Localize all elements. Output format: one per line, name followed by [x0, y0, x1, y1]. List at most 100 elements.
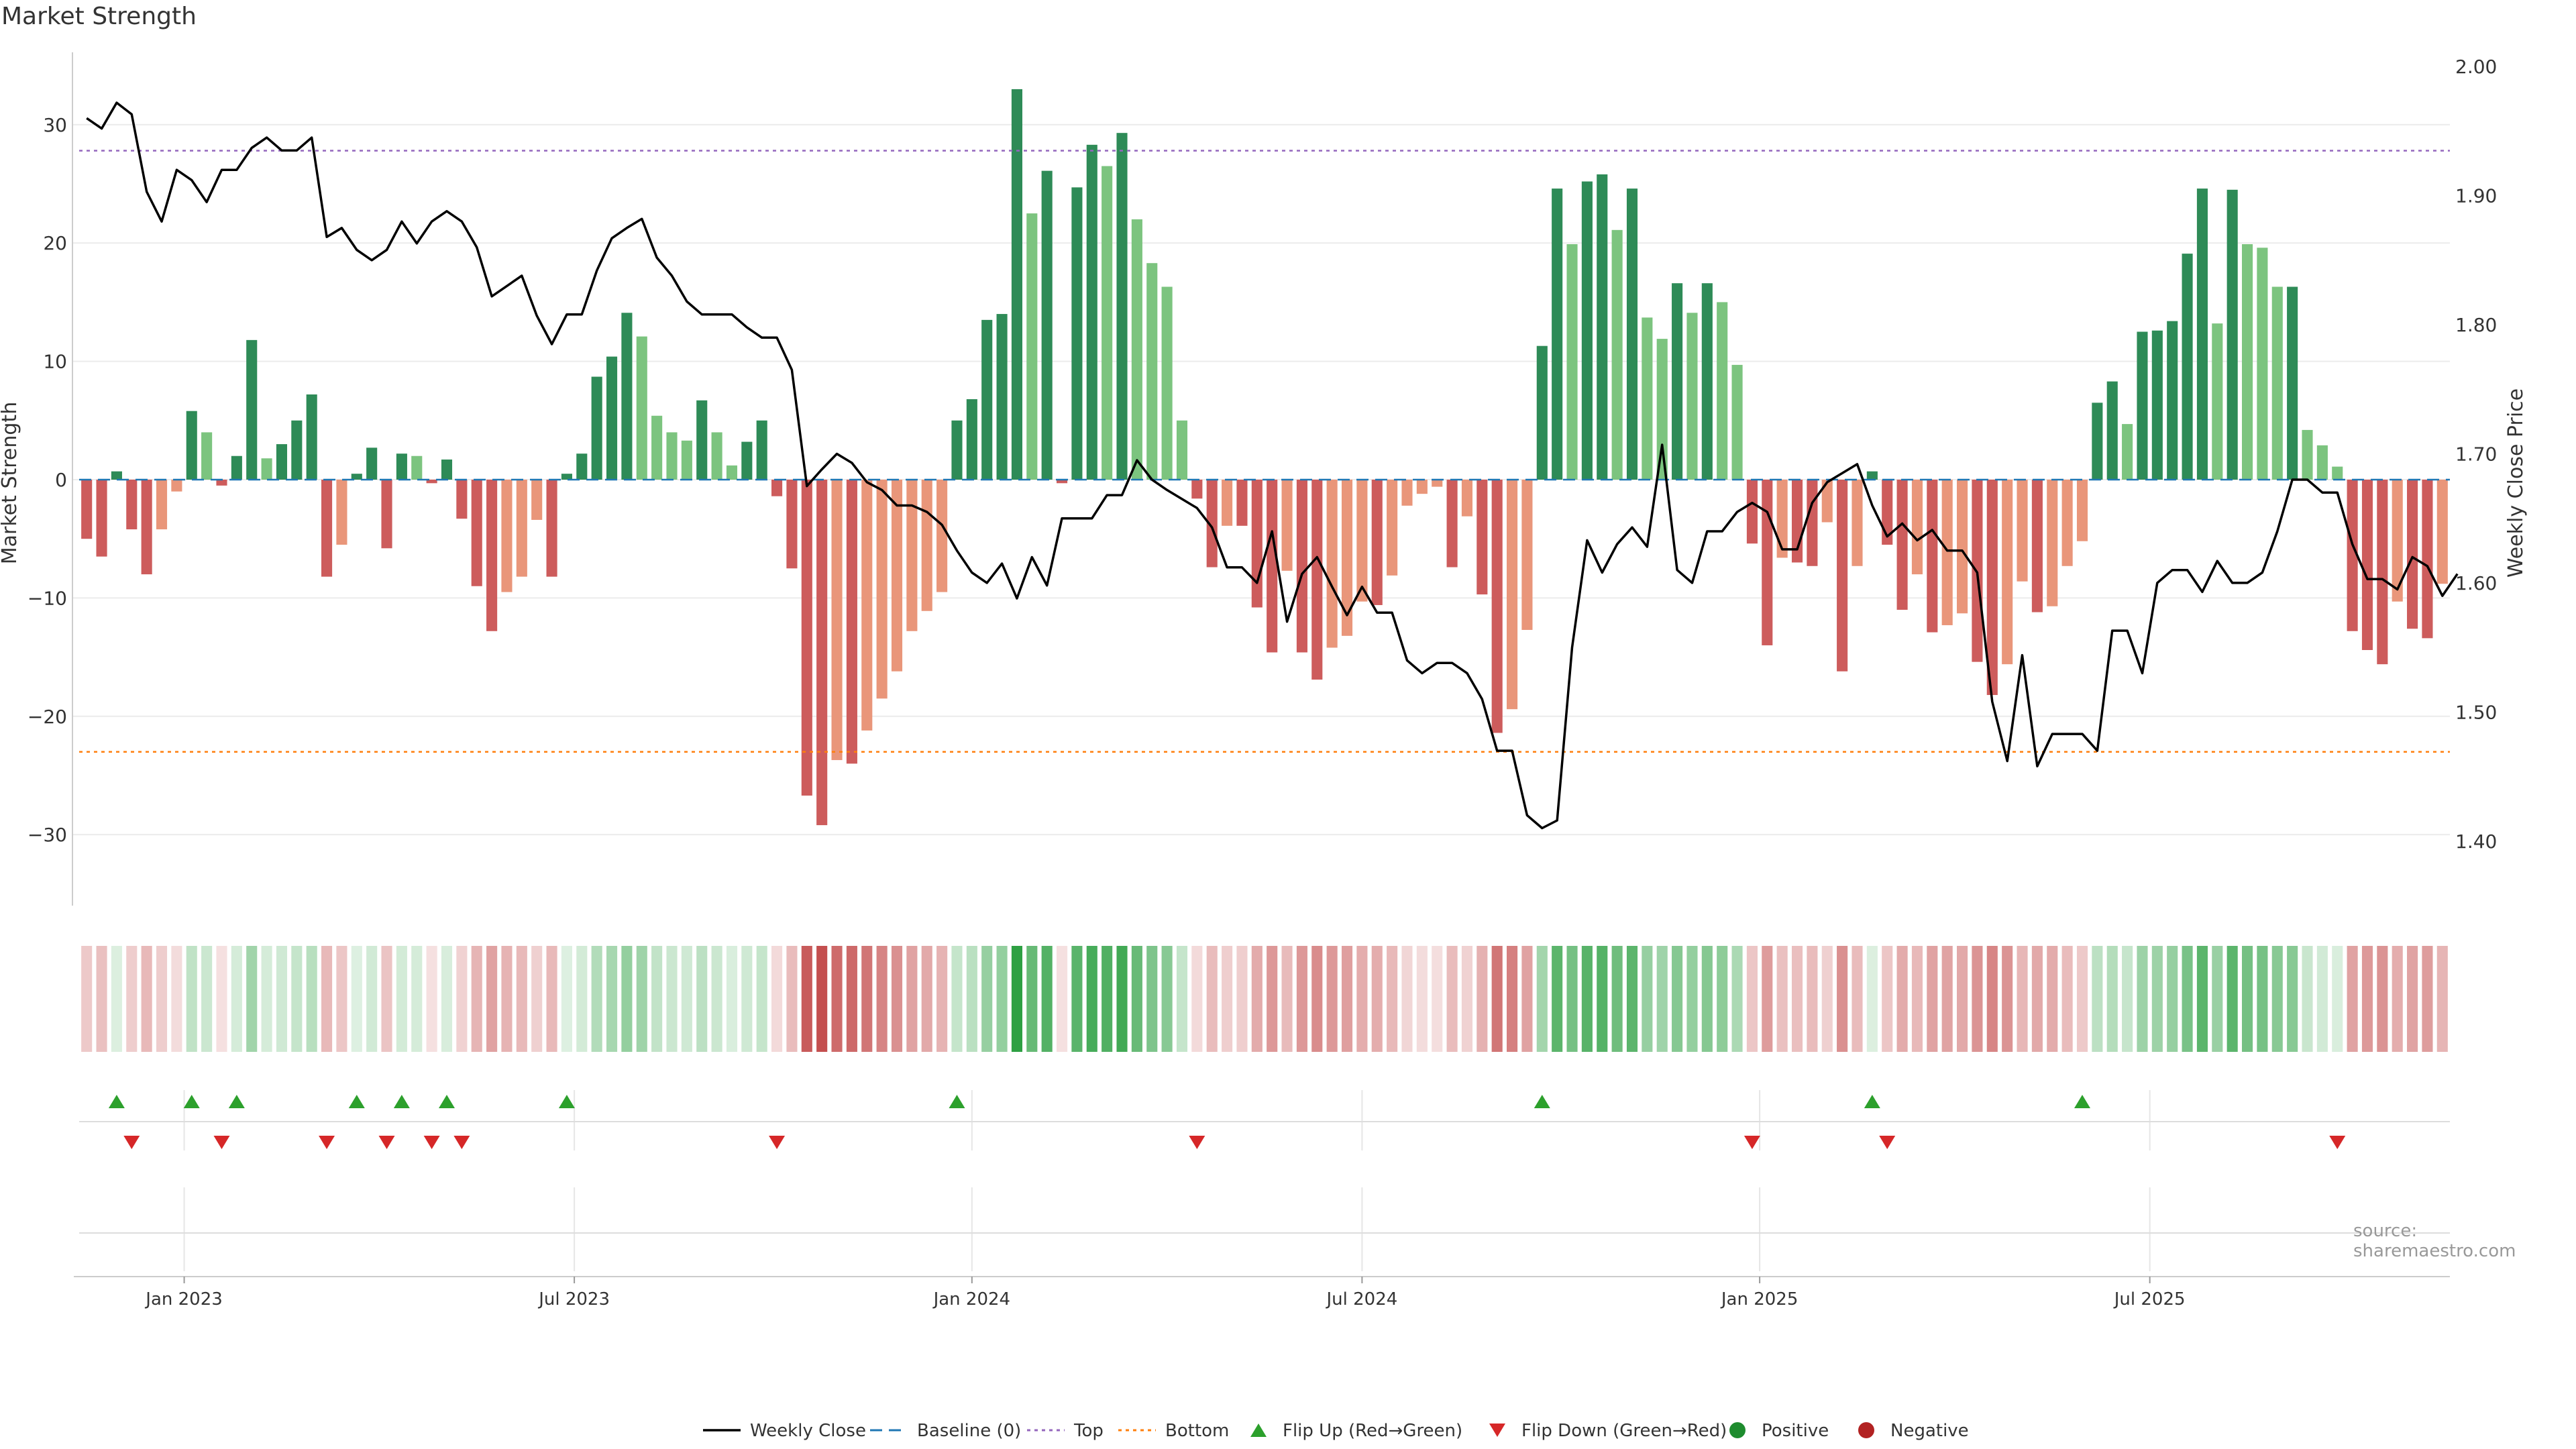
heat-cell: [1236, 946, 1248, 1052]
flip-down-marker: [319, 1136, 335, 1149]
strength-bar: [936, 480, 948, 592]
strength-bar: [2361, 480, 2373, 650]
x-tick-label: Jul 2025: [2113, 1289, 2186, 1309]
heat-cell: [2316, 946, 2328, 1052]
heat-cell: [981, 946, 993, 1052]
heat-cell: [681, 946, 692, 1052]
x-tick-label: Jul 2024: [1325, 1289, 1397, 1309]
strength-bar: [2137, 331, 2148, 480]
heat-cell: [1701, 946, 1713, 1052]
strength-bar: [1477, 480, 1488, 595]
legend-label-negative: Negative: [1890, 1421, 1969, 1441]
strength-bar: [2332, 466, 2343, 480]
strength-bar: [1071, 187, 1083, 480]
strength-bar: [966, 399, 977, 480]
heat-cell: [471, 946, 482, 1052]
strength-bar: [2302, 429, 2313, 480]
strength-bar: [2347, 480, 2358, 631]
strength-bar: [1686, 313, 1698, 480]
heat-cell: [1161, 946, 1173, 1052]
legend-swatch-flip-up: [1250, 1424, 1267, 1437]
heat-cell: [636, 946, 647, 1052]
weekly-close-layer: [86, 101, 2459, 830]
strength-bar: [1717, 302, 1728, 480]
strength-bar: [1086, 144, 1097, 480]
strength-heat-strip: [81, 946, 2448, 1052]
heat-cell: [801, 946, 812, 1052]
heat-cell: [141, 946, 152, 1052]
heat-cell: [1581, 946, 1593, 1052]
strength-bar: [1341, 480, 1353, 636]
strength-bar: [1026, 213, 1038, 480]
strength-bar: [171, 480, 182, 492]
strength-bar: [1941, 480, 1953, 625]
heat-cell: [921, 946, 932, 1052]
heat-cell: [1821, 946, 1833, 1052]
strength-bar: [546, 480, 557, 577]
strength-bar: [1762, 480, 1773, 645]
strength-bar: [1131, 219, 1142, 480]
y-tick-left: −10: [28, 587, 67, 609]
heat-cell: [1011, 946, 1022, 1052]
legend-label-close: Weekly Close: [750, 1421, 866, 1441]
flip-up-marker: [558, 1095, 575, 1108]
flip-down-marker: [423, 1136, 440, 1149]
strength-bar: [441, 460, 453, 480]
flip-up-marker: [1534, 1095, 1550, 1108]
strength-bar: [1507, 480, 1518, 710]
heat-cell: [1461, 946, 1473, 1052]
legend-label-baseline: Baseline (0): [917, 1421, 1021, 1441]
strength-bar: [1521, 480, 1533, 631]
heat-cell: [1927, 946, 1938, 1052]
heat-cell: [1626, 946, 1638, 1052]
heat-cell: [1102, 946, 1113, 1052]
x-tick-label: Jan 2025: [1720, 1289, 1799, 1309]
heat-cell: [2196, 946, 2208, 1052]
strength-bar: [291, 420, 303, 480]
heat-cell: [1521, 946, 1533, 1052]
strength-bar: [666, 432, 678, 480]
heat-cell: [2347, 946, 2358, 1052]
strength-bar: [276, 444, 288, 480]
heat-cell: [591, 946, 602, 1052]
strength-bar: [321, 480, 333, 577]
strength-bar: [306, 394, 317, 480]
strength-bar: [756, 420, 767, 480]
strength-bar: [471, 480, 482, 586]
heat-cell: [846, 946, 857, 1052]
heat-cell: [2377, 946, 2388, 1052]
strength-bar: [1656, 339, 1668, 480]
strength-bar: [726, 465, 738, 480]
heat-cell: [261, 946, 272, 1052]
strength-bar: [1102, 166, 1113, 480]
strength-bar: [1491, 480, 1503, 733]
heat-cell: [1416, 946, 1428, 1052]
heat-cell: [996, 946, 1008, 1052]
heat-cell: [1656, 946, 1668, 1052]
flip-up-marker: [393, 1095, 410, 1108]
heat-cell: [1911, 946, 1923, 1052]
strength-bar: [1416, 480, 1428, 494]
heat-cell: [2151, 946, 2163, 1052]
strength-bar: [81, 480, 93, 539]
heat-cell: [2302, 946, 2313, 1052]
strength-bar: [1356, 480, 1368, 602]
heat-cell: [951, 946, 963, 1052]
legend-swatch-positive: [1729, 1422, 1746, 1438]
legend-label-positive: Positive: [1762, 1421, 1829, 1441]
flip-down-marker: [123, 1136, 140, 1149]
heat-cell: [246, 946, 258, 1052]
strength-bar: [816, 480, 828, 826]
heat-cell: [1507, 946, 1518, 1052]
heat-cell: [1041, 946, 1053, 1052]
weekly-close-line: [86, 101, 2459, 830]
heat-cell: [2092, 946, 2103, 1052]
strength-bar: [1281, 480, 1293, 571]
heat-cell: [741, 946, 753, 1052]
strength-bar: [1672, 283, 1683, 480]
strength-bar: [201, 432, 213, 480]
heat-cell: [231, 946, 242, 1052]
heat-cell: [2002, 946, 2013, 1052]
y-axis-left-label: Market Strength: [0, 402, 21, 564]
